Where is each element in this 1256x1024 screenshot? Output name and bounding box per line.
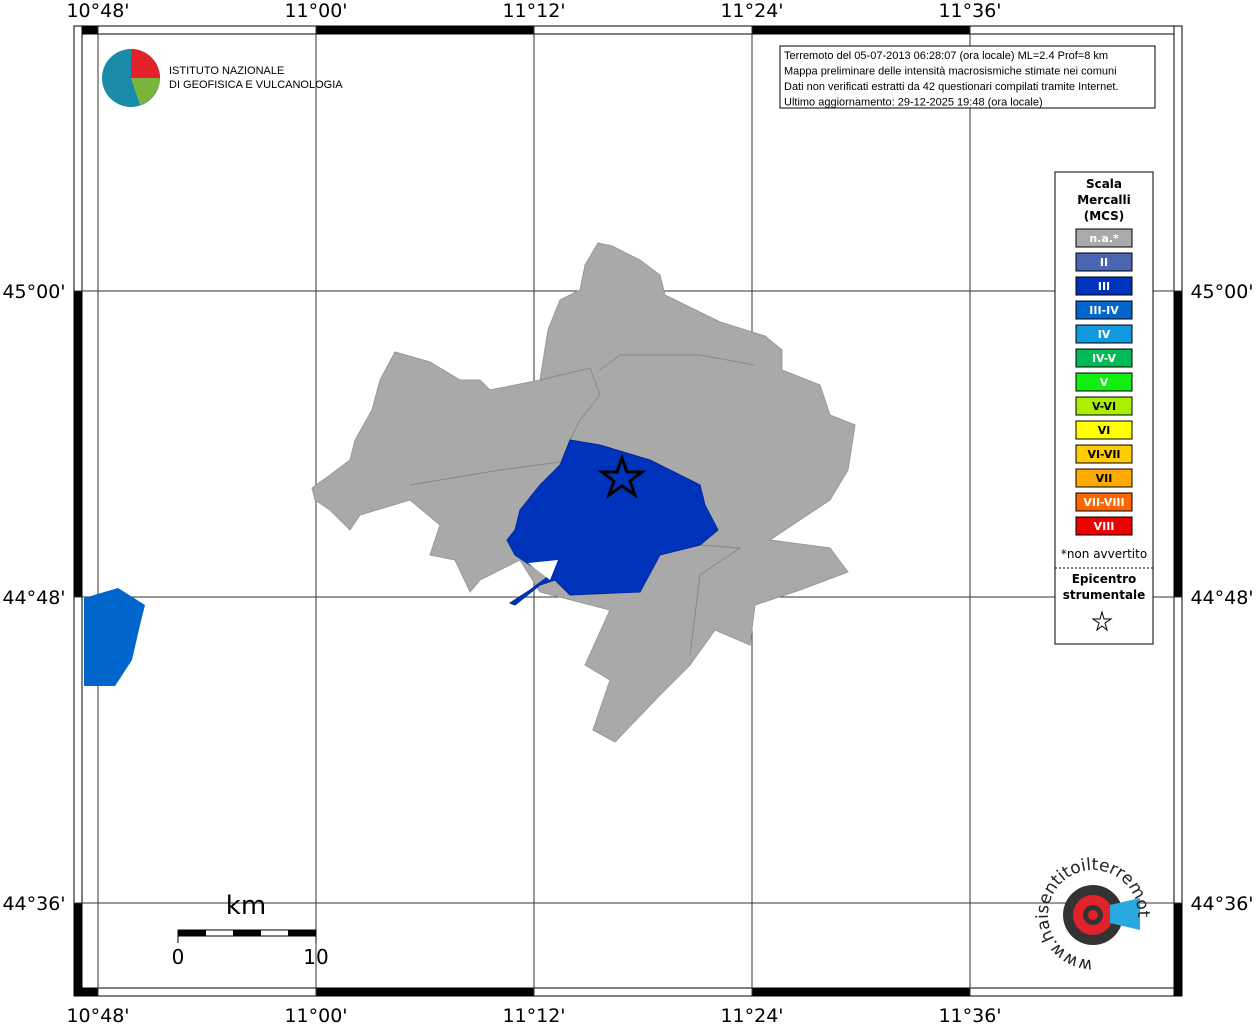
legend-swatch — [1075, 396, 1133, 416]
info-lines: Terremoto del 05-07-2013 06:28:07 (ora l… — [784, 50, 1118, 109]
lon-label: 11°12' — [502, 0, 565, 22]
legend-title: (MCS) — [1084, 209, 1125, 223]
lat-label: 45°00' — [1190, 281, 1253, 303]
legend-label: VI-VII — [1087, 448, 1120, 461]
legend-title: Scala — [1086, 177, 1122, 191]
legend-swatch — [1075, 372, 1133, 392]
info-line: Dati non verificati estratti da 42 quest… — [784, 81, 1118, 93]
region-blue-west — [84, 588, 145, 686]
lat-label: 44°36' — [1190, 893, 1253, 915]
lon-label: 11°36' — [938, 1005, 1001, 1024]
border — [689, 544, 742, 656]
legend-epicenter: Epicentro — [1072, 572, 1137, 586]
frame-seg — [1173, 25, 1183, 292]
scale-bar: km 0 10 — [172, 891, 329, 969]
legend-title: Mercalli — [1077, 193, 1131, 207]
lon-label: 11°12' — [502, 1005, 565, 1024]
legend-note: *non avvertito — [1061, 547, 1147, 561]
legend: ScalaMercalli(MCS)n.a.*IIIIIIII-IVIVIV-V… — [1055, 177, 1153, 632]
info-box — [779, 45, 1156, 109]
ingv-logo: ISTITUTO NAZIONALE DI GEOFISICA E VULCAN… — [102, 49, 343, 107]
legend-label: III — [1098, 280, 1110, 293]
lon-label: 11°00' — [284, 1005, 347, 1024]
scale-unit: km — [226, 891, 266, 921]
lon-label: 11°36' — [938, 0, 1001, 22]
legend-label: n.a.* — [1089, 232, 1119, 245]
border — [539, 367, 601, 441]
legend-swatch — [1075, 276, 1133, 296]
frame-seg — [1173, 902, 1183, 997]
legend-swatch — [1075, 492, 1133, 512]
lat-label: 45°00' — [2, 281, 65, 303]
lon-label: 10°48' — [66, 0, 129, 22]
frame-bars — [73, 25, 1183, 997]
info-line: Mappa preliminare delle intensità macros… — [784, 66, 1117, 78]
frame-seg — [73, 25, 83, 292]
lat-label: 44°36' — [2, 893, 65, 915]
frame-seg — [73, 290, 83, 598]
legend-swatch — [1075, 300, 1133, 320]
legend-label: VII — [1096, 472, 1113, 485]
frame-seg — [751, 987, 971, 997]
logo-text: DI GEOFISICA E VULCANOLOGIA — [169, 79, 343, 91]
frame-seg — [315, 25, 535, 35]
lat-label: 44°48' — [1190, 587, 1253, 609]
info-line: Terremoto del 05-07-2013 06:28:07 (ora l… — [784, 50, 1108, 62]
border — [599, 354, 756, 371]
info-line: Ultimo aggiornamento: 29-12-2025 19:48 (… — [784, 97, 1043, 109]
frame-seg — [1173, 290, 1183, 598]
lon-label: 10°48' — [66, 1005, 129, 1024]
lat-label: 44°48' — [2, 587, 65, 609]
legend-swatch — [1075, 420, 1133, 440]
frame-seg — [969, 25, 1183, 35]
frame-seg — [97, 25, 317, 35]
legend-swatch — [1075, 228, 1133, 248]
legend-swatch — [1075, 468, 1133, 488]
logo-text: ISTITUTO NAZIONALE — [169, 65, 284, 77]
legend-swatch — [1075, 516, 1133, 536]
legend-swatch — [1075, 324, 1133, 344]
legend-star — [1091, 610, 1113, 632]
scale-tick: 0 — [172, 945, 185, 969]
lon-label: 11°24' — [720, 0, 783, 22]
frame-seg — [751, 25, 971, 35]
legend-label: III-IV — [1089, 304, 1119, 317]
lon-label: 11°24' — [720, 1005, 783, 1024]
legend-label: II — [1100, 256, 1108, 269]
legend-label: VII-VIII — [1083, 496, 1124, 509]
frame-seg — [315, 987, 535, 997]
frame-seg — [73, 902, 83, 997]
legend-label: V-VI — [1092, 400, 1116, 413]
legend-label: VIII — [1094, 520, 1115, 533]
legend-label: VI — [1098, 424, 1111, 437]
legend-label: IV-V — [1092, 352, 1117, 365]
frame-seg — [97, 987, 317, 997]
frame-seg — [73, 596, 83, 904]
legend-label: V — [1100, 376, 1109, 389]
legend-swatch — [1075, 252, 1133, 272]
frame-seg — [1173, 596, 1183, 904]
legend-swatch — [1075, 444, 1133, 464]
lon-label: 11°00' — [284, 0, 347, 22]
notch — [528, 560, 558, 580]
legend-epicenter: strumentale — [1063, 588, 1146, 602]
region-blue — [506, 439, 719, 606]
legend-swatch — [1075, 348, 1133, 368]
frame-seg — [533, 25, 753, 35]
border — [409, 461, 561, 486]
legend-label: IV — [1098, 328, 1111, 341]
scale-tick: 10 — [303, 945, 328, 969]
frame-seg — [533, 987, 753, 997]
epicenter-star — [597, 453, 647, 499]
frame-seg — [969, 987, 1183, 997]
